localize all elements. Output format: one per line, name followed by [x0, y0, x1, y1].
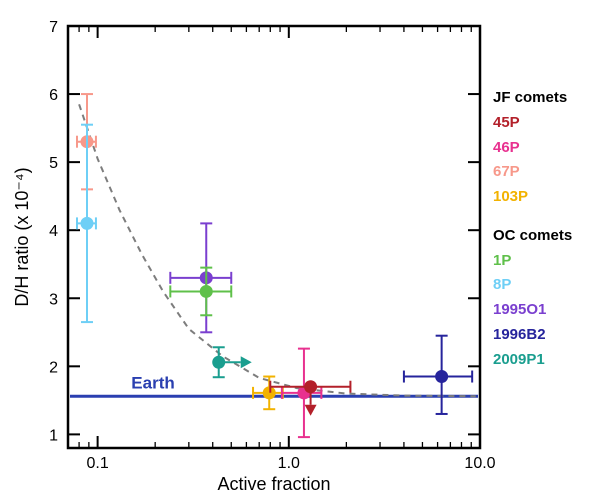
legend: JF comets45P46P67P103P OC comets1P8P1995O… [493, 86, 572, 372]
legend-group-title: JF comets [493, 86, 572, 111]
chart-container: { "chart":{ "type":"scatter", "width":59… [0, 0, 590, 500]
svg-text:Earth: Earth [131, 373, 174, 392]
svg-text:4: 4 [49, 223, 58, 240]
svg-text:0.1: 0.1 [86, 455, 108, 472]
svg-text:Active fraction: Active fraction [217, 474, 330, 494]
legend-item: 67P [493, 160, 572, 185]
svg-text:5: 5 [49, 155, 58, 172]
legend-item: 45P [493, 111, 572, 136]
legend-item: 2009P1 [493, 348, 572, 373]
legend-item: 103P [493, 185, 572, 210]
svg-text:7: 7 [49, 19, 58, 36]
legend-item: 1P [493, 249, 572, 274]
svg-text:1: 1 [49, 427, 58, 444]
svg-text:6: 6 [49, 87, 58, 104]
legend-item: 8P [493, 273, 572, 298]
legend-item: 46P [493, 136, 572, 161]
svg-text:D/H ratio (x 10⁻⁴): D/H ratio (x 10⁻⁴) [12, 167, 32, 306]
svg-text:10.0: 10.0 [464, 455, 495, 472]
legend-item: 1995O1 [493, 298, 572, 323]
svg-text:2: 2 [49, 359, 58, 376]
svg-text:1.0: 1.0 [278, 455, 300, 472]
legend-item: 1996B2 [493, 323, 572, 348]
svg-text:3: 3 [49, 291, 58, 308]
legend-group-title: OC comets [493, 224, 572, 249]
